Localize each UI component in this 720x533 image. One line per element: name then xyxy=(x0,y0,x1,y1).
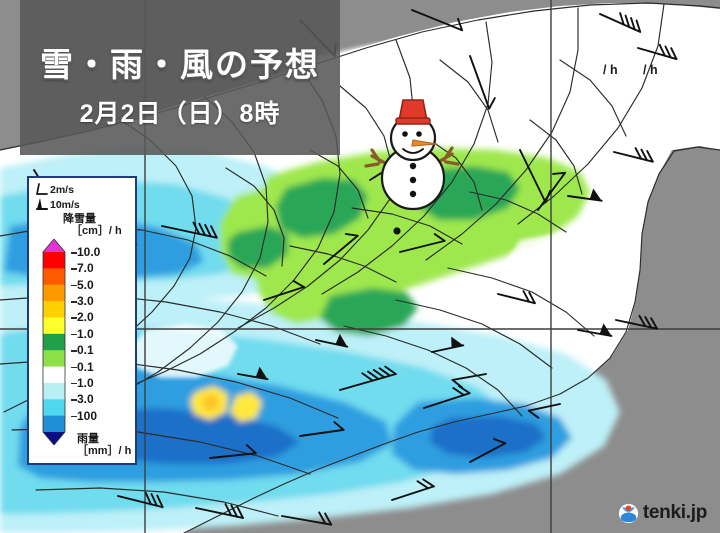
colorbar-tick-label: 0.1 xyxy=(77,343,94,358)
legend-snow-title: 降雪量 xyxy=(63,213,96,225)
colorbar-tick xyxy=(71,399,77,401)
colorbar-tick xyxy=(71,252,77,254)
forecast-datetime: 2月2日（日）8時 xyxy=(79,100,281,128)
colorbar-tick xyxy=(71,382,77,385)
colorbar-tick xyxy=(71,317,77,319)
map-unit-annotations: / h / h xyxy=(603,63,658,77)
colorbar-tick xyxy=(71,415,77,418)
title-overlay: 雪・雨・風の予想 2月2日（日）8時 xyxy=(20,0,340,155)
colorbar-tick-label: 2.0 xyxy=(77,310,94,325)
colorbar-tick-label: 3.0 xyxy=(77,392,94,407)
colorbar-tick xyxy=(71,366,77,369)
colorbar-tick xyxy=(71,333,77,336)
wind-key-2ms-label: 2m/s xyxy=(50,184,74,196)
colorbar-tick-label: 5.0 xyxy=(77,277,94,292)
svg-text:/ h: / h xyxy=(643,63,658,77)
colorbar-tick xyxy=(71,284,77,287)
legend-rain-title: 雨量 xyxy=(77,433,99,445)
colorbar-tick-label: 100 xyxy=(77,408,98,423)
colorbar-tick-label: 1.0 xyxy=(77,326,94,341)
colorbar-gradient xyxy=(42,238,66,446)
snowman-icon xyxy=(364,99,460,211)
colorbar-tick-label: 1.0 xyxy=(77,375,94,390)
tenki-watermark-label: tenki.jp xyxy=(642,502,707,523)
tenki-flower-icon xyxy=(618,503,639,523)
page-title: 雪・雨・風の予想 xyxy=(40,46,320,83)
wind-barb-short-icon xyxy=(36,183,48,195)
colorbar-tick-labels: 10.0 7.0 5.0 3.0 2.0 1.0 0.1 0.1 1.0 3.0 100 xyxy=(71,239,135,445)
colorbar-tick-label: 7.0 xyxy=(77,261,94,276)
tenki-watermark[interactable]: tenki.jp xyxy=(618,502,707,524)
legend-panel[interactable]: 2m/s 10m/s 降雪量 ［cm］/ h 10.0 7.0 5.0 3.0 2.0 1… xyxy=(27,176,137,465)
svg-text:/ h: / h xyxy=(603,63,618,77)
legend-rain-heading: 雨量 ［mm］/ h xyxy=(77,433,132,457)
wind-key-2ms: 2m/s xyxy=(36,183,74,196)
colorbar-tick-label: 3.0 xyxy=(77,294,94,309)
legend-colorbar[interactable]: 10.0 7.0 5.0 3.0 2.0 1.0 0.1 0.1 1.0 3.0 100 xyxy=(39,238,135,446)
wind-barb-long-icon xyxy=(36,198,48,210)
legend-rain-unit: ［mm］/ h xyxy=(77,444,132,457)
colorbar-tick-label: 0.1 xyxy=(77,359,94,374)
colorbar-tick xyxy=(71,268,77,270)
city-marker-dot xyxy=(393,227,401,235)
wind-key-10ms-label: 10m/s xyxy=(50,199,80,211)
legend-snow-heading: 降雪量 ［cm］/ h xyxy=(63,213,122,237)
colorbar-tick-label: 10.0 xyxy=(77,245,101,259)
legend-snow-unit: ［cm］/ h xyxy=(71,224,122,237)
colorbar-tick xyxy=(71,350,77,352)
wind-key-10ms: 10m/s xyxy=(36,198,80,211)
colorbar-tick xyxy=(71,301,77,303)
